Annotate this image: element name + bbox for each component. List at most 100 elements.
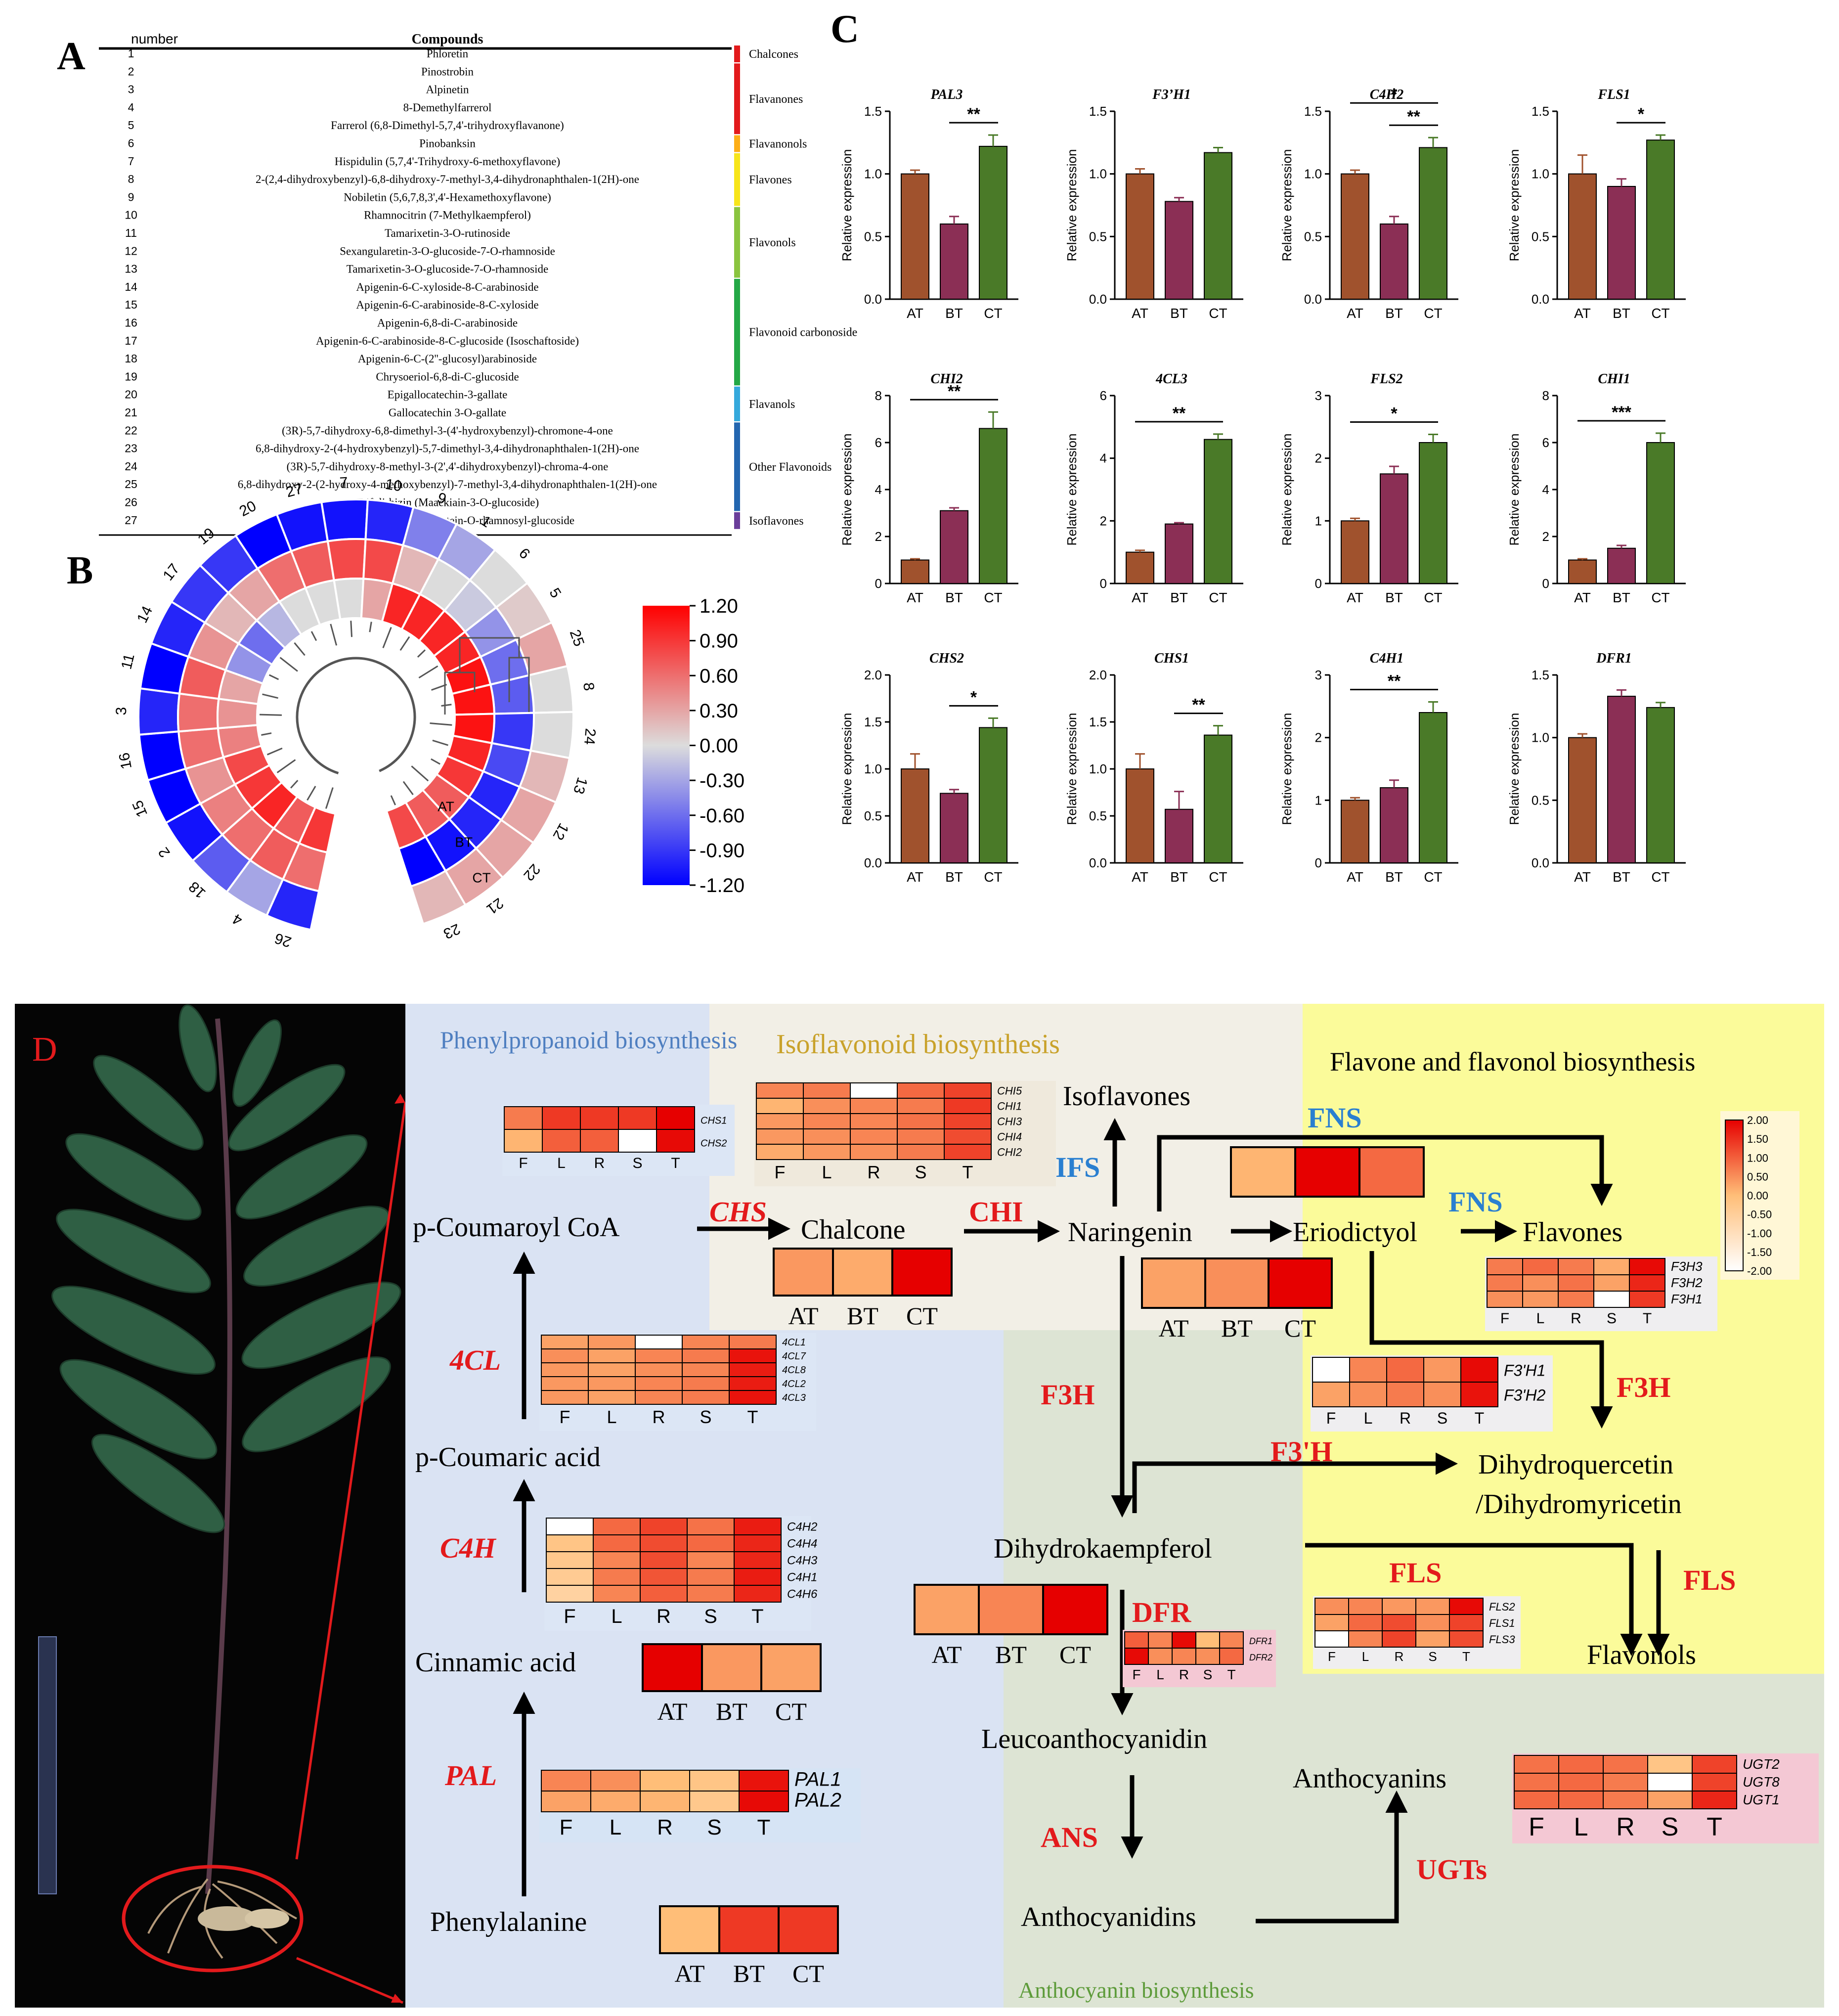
heatmap-cell <box>734 1518 782 1535</box>
y-tick-label: 2.0 <box>1089 668 1107 682</box>
y-tick-label: 6 <box>875 435 882 450</box>
table-row-number: 16 <box>125 316 137 329</box>
bar-BT <box>1607 186 1636 300</box>
heatmap-cell <box>1647 1773 1693 1792</box>
heatmap-cell <box>1593 1274 1630 1292</box>
legend-tick-label: -1.20 <box>700 875 744 896</box>
y-tick-label: 6 <box>1542 435 1549 450</box>
compound-dihydromyricetin: /Dihydromyricetin <box>1476 1489 1682 1520</box>
heatmap-cell <box>177 692 220 733</box>
pathway-color-scale: 2.00 1.50 1.00 0.50 0.00 -0.50 -1.00 -1.50 -2.00 <box>1720 1111 1799 1280</box>
table-row-number: 15 <box>125 298 137 311</box>
significance-mark: ** <box>1192 696 1205 715</box>
heatmap-cell <box>1148 1631 1173 1649</box>
heatmap-cell <box>580 1129 619 1153</box>
table-row-compound: Farrerol (6,8-Dimethyl-5,7,4'-trihydroxy… <box>331 119 564 132</box>
table-row-number: 14 <box>125 280 137 293</box>
heatmap-cell <box>588 1376 636 1391</box>
group-label: CT <box>775 1698 807 1725</box>
y-tick-label: 0.0 <box>864 855 882 870</box>
class-label: Flavanols <box>749 398 795 411</box>
heatmap-cell <box>734 1568 782 1586</box>
heatmap-cell <box>640 1791 690 1812</box>
heatmap-cell <box>541 1376 589 1391</box>
x-tick-label: AT <box>1574 306 1591 321</box>
dendrogram-branch <box>290 780 299 789</box>
table-row-compound: Gallocatechin 3-O-gallate <box>389 406 506 419</box>
heatmap-cell <box>1487 1258 1523 1275</box>
heatmap-cell <box>734 1585 782 1603</box>
gene-label: F3'H1 <box>1504 1362 1545 1380</box>
heatmap-cell <box>944 1098 992 1114</box>
heatmap-cell <box>588 1335 636 1349</box>
heatmap-cell <box>756 1082 804 1099</box>
heatmap-cell <box>682 1362 730 1377</box>
heatmap-cell <box>803 1113 851 1129</box>
tissue-label: T <box>747 1407 758 1427</box>
legend-tick-label: 0.60 <box>700 665 738 687</box>
panel-c: C PAL3 0.0 0.5 1.0 1.5 Relative expression AT B… <box>831 7 1686 885</box>
table-row-compound: Nobiletin (5,6,7,8,3',4'-Hexamethoxyflav… <box>344 191 551 203</box>
heatmap-cell <box>635 1335 683 1349</box>
class-color-segment <box>734 45 740 62</box>
gene-label: UGT8 <box>1743 1774 1780 1790</box>
scale-tick-label: -0.50 <box>1747 1209 1772 1221</box>
class-label: Flavanonols <box>749 138 807 151</box>
x-tick-label: BT <box>1385 590 1403 605</box>
tissue-label: F <box>560 1407 570 1427</box>
gene-label: C4H3 <box>787 1554 818 1568</box>
heatmap-cell <box>659 1905 720 1954</box>
compound-p-coumaric-acid: p-Coumaric acid <box>415 1442 601 1473</box>
dendrogram-branch <box>399 636 410 651</box>
compound-index-label: 26 <box>273 930 294 950</box>
y-axis-label: Relative expression <box>1279 713 1294 825</box>
tissue-label: L <box>1364 1409 1373 1427</box>
heatmap-cell <box>640 1585 688 1603</box>
x-tick-label: AT <box>1347 590 1363 605</box>
zoom-line-top <box>295 1102 407 1860</box>
heatmap-cell <box>1348 1630 1383 1648</box>
table-row-compound: Apigenin-6-C-arabinoside-8-C-xyloside <box>356 299 538 311</box>
x-tick-label: AT <box>1347 306 1363 321</box>
heatmap-cell <box>137 687 181 736</box>
heatmap-cell <box>588 1348 636 1363</box>
heatmap-cell <box>640 1518 688 1535</box>
compound-cinnamic-acid: Cinnamic acid <box>415 1647 576 1678</box>
ring-label: AT <box>438 799 454 814</box>
bar-CT <box>1646 139 1675 300</box>
chart-title: C4H2 <box>1370 87 1403 102</box>
y-tick-label: 1.5 <box>1532 668 1549 682</box>
class-color-segment <box>734 207 740 278</box>
enzyme-fns-top: FNS <box>1308 1102 1362 1134</box>
y-tick-label: 0.0 <box>864 292 882 307</box>
gene-label: C4H1 <box>787 1571 817 1584</box>
tissue-label: F <box>560 1815 573 1839</box>
chart-title: DFR1 <box>1596 651 1632 666</box>
bar-chart-chs2: CHS2 0.0 0.5 1.0 1.5 2.0 Relative expression AT… <box>839 651 1018 885</box>
gene-label: CHS2 <box>701 1138 727 1149</box>
heatmap-cell <box>588 1362 636 1377</box>
x-tick-label: AT <box>907 306 923 321</box>
compound-eriodictyol: Eriodictyol <box>1293 1217 1417 1248</box>
table-row-number: 6 <box>128 137 134 150</box>
table-row-compound: Apigenin-6-C-xyloside-8-C-arabinoside <box>356 281 538 293</box>
significance-mark: ** <box>948 382 961 401</box>
heatmap-cell <box>1148 1648 1173 1665</box>
compound-index-label: 7 <box>339 474 348 491</box>
chart-title: 4CL3 <box>1155 371 1187 387</box>
y-axis-label: Relative expression <box>839 149 854 262</box>
legend-tick-label: 0.00 <box>700 735 738 757</box>
table-row-number: 1 <box>128 47 134 60</box>
heatmap-cell <box>1558 1291 1594 1308</box>
enzyme-fls-right: FLS <box>1683 1564 1736 1596</box>
heatmap-cell <box>1294 1146 1360 1198</box>
x-tick-label: BT <box>945 869 963 885</box>
enzyme-fns-bottom: FNS <box>1448 1186 1503 1218</box>
heatmap-cell <box>1042 1584 1108 1635</box>
tissue-label: S <box>1607 1310 1617 1327</box>
heatmap-cell <box>1449 1614 1484 1631</box>
compound-chalcone: Chalcone <box>801 1214 905 1245</box>
tissue-label: R <box>594 1155 605 1171</box>
heatmap-cell <box>1629 1274 1665 1292</box>
